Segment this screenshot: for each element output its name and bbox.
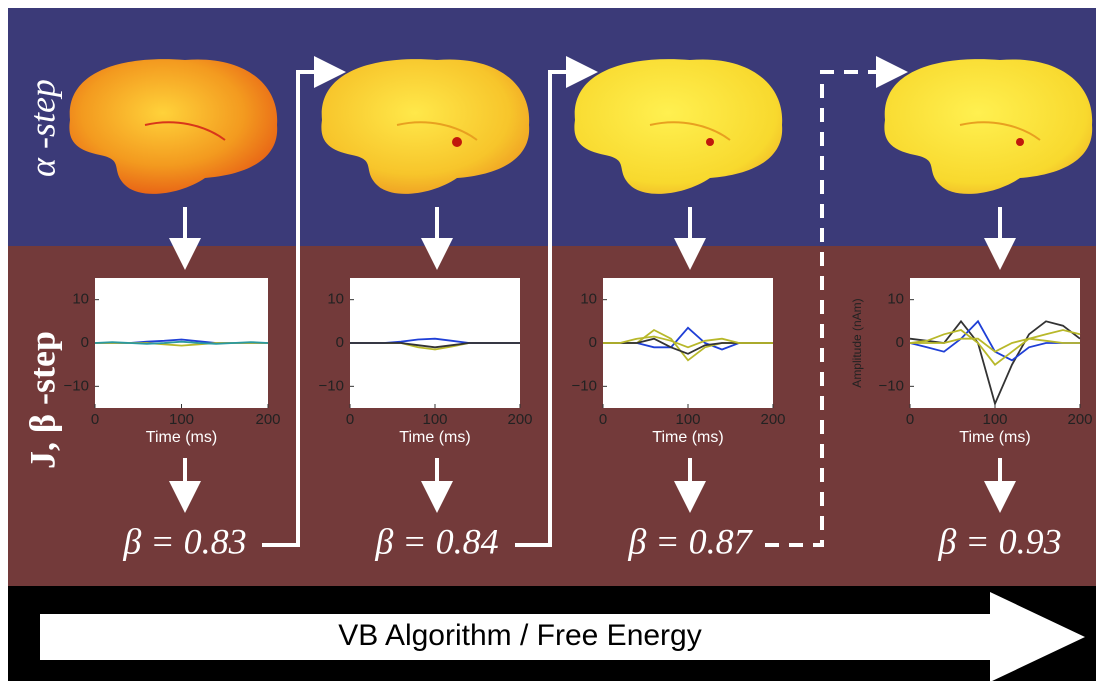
beta-value: β = 0.93 <box>937 521 1061 561</box>
x-axis-label: Time (ms) <box>652 429 723 446</box>
y-axis-label: Amplitude (nAm) <box>850 298 864 387</box>
x-tick-label: 0 <box>346 411 354 428</box>
x-tick-label: 100 <box>422 411 447 428</box>
footer-text: VB Algorithm / Free Energy <box>338 619 702 652</box>
x-axis-label: Time (ms) <box>959 429 1030 446</box>
brain-hotspot <box>706 138 714 146</box>
brain-hotspot <box>1016 138 1024 146</box>
figure: α -step J, β -step VB Algorithm / Free E… <box>0 0 1096 681</box>
x-tick-label: 200 <box>507 411 532 428</box>
x-tick-label: 0 <box>599 411 607 428</box>
x-tick-label: 0 <box>91 411 99 428</box>
x-tick-label: 100 <box>169 411 194 428</box>
y-tick-label: −10 <box>64 377 89 394</box>
y-tick-label: −10 <box>572 377 597 394</box>
beta-value: β = 0.83 <box>122 521 246 561</box>
y-tick-label: 0 <box>81 334 89 351</box>
x-axis-label: Time (ms) <box>399 429 470 446</box>
x-tick-label: 200 <box>255 411 280 428</box>
y-tick-label: 10 <box>580 291 597 308</box>
x-tick-label: 100 <box>982 411 1007 428</box>
y-tick-label: −10 <box>319 377 344 394</box>
brain-hotspot <box>452 137 462 147</box>
y-tick-label: −10 <box>879 377 904 394</box>
beta-value: β = 0.84 <box>374 521 498 561</box>
x-axis-label: Time (ms) <box>146 429 217 446</box>
y-tick-label: 0 <box>896 334 904 351</box>
row-label: α -step <box>22 79 62 177</box>
x-tick-label: 200 <box>760 411 785 428</box>
beta-value: β = 0.87 <box>627 521 753 561</box>
row-label: J, β -step <box>22 331 62 469</box>
y-tick-label: 0 <box>336 334 344 351</box>
x-tick-label: 100 <box>675 411 700 428</box>
y-tick-label: 0 <box>589 334 597 351</box>
x-tick-label: 200 <box>1067 411 1092 428</box>
y-tick-label: 10 <box>327 291 344 308</box>
page: { "row_labels": {"alpha": "α -step", "j_… <box>0 0 1096 681</box>
y-tick-label: 10 <box>72 291 89 308</box>
x-tick-label: 0 <box>906 411 914 428</box>
y-tick-label: 10 <box>887 291 904 308</box>
